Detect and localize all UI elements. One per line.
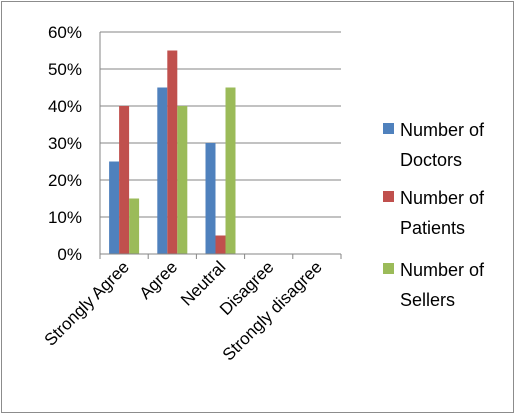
bar [205, 143, 216, 254]
legend-swatch [383, 263, 394, 274]
legend-label: Number of Doctors [400, 120, 485, 170]
legend-label: Number of Sellers [400, 260, 485, 310]
x-tick-labels: Strongly Agree AgreeNeutralDisagreeStrong… [41, 257, 326, 364]
bar [167, 50, 178, 254]
bar [109, 161, 120, 254]
bar [119, 106, 130, 254]
y-tick-label: 10% [48, 208, 82, 227]
x-tick-label: Agree [136, 257, 182, 303]
y-tick-label: 0% [57, 245, 82, 264]
y-tick-label: 20% [48, 171, 82, 190]
bar [157, 87, 168, 254]
y-tick-label: 30% [48, 134, 82, 153]
axes [99, 32, 342, 259]
bar [215, 235, 226, 254]
legend-label: Number of Patients [400, 188, 485, 238]
y-tick-labels: 0% 10% 20% 30% 40% 50% 60% [48, 23, 82, 264]
legend-swatch [383, 123, 394, 134]
bar [129, 198, 140, 254]
y-tick-label: 50% [48, 60, 82, 79]
legend: Number of Doctors Number of Patients Number … [383, 120, 485, 310]
y-tick-label: 40% [48, 97, 82, 116]
bars [109, 50, 236, 254]
gridlines [100, 31, 341, 218]
bar [177, 106, 188, 254]
bar [225, 87, 236, 254]
y-tick-label: 60% [48, 23, 82, 42]
x-tick-label: Strongly Agree [41, 257, 133, 349]
legend-swatch [383, 191, 394, 202]
